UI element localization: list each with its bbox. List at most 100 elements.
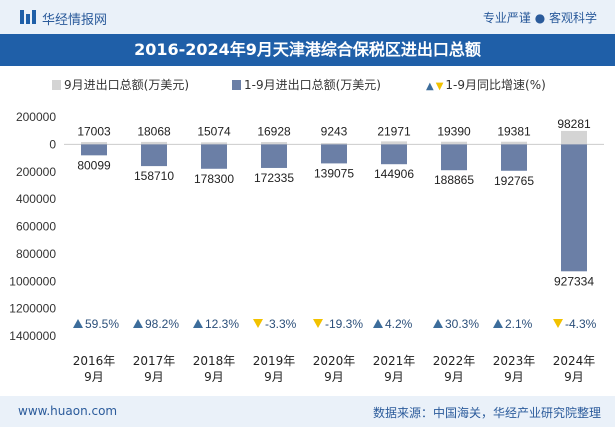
y-tick-label: 800000 [16, 247, 56, 261]
label-cumulative: 139075 [314, 166, 354, 180]
legend-label-monthly: 9月进出口总额(万美元) [64, 78, 189, 92]
bar-monthly [561, 130, 587, 145]
growth-up-triangle-icon [73, 319, 83, 328]
x-tick-label: 2020年 [313, 354, 356, 368]
label-cumulative: 188865 [434, 173, 474, 187]
label-cumulative: 172335 [254, 171, 294, 185]
label-cumulative: 80099 [77, 158, 111, 172]
growth-up-triangle-icon [133, 319, 143, 328]
x-tick-label: 9月 [444, 370, 464, 384]
bar-cumulative [561, 144, 587, 272]
label-monthly: 18068 [137, 124, 171, 138]
legend-item-monthly: 9月进出口总额(万美元) [52, 76, 189, 93]
x-tick-label: 2022年 [433, 354, 476, 368]
label-growth: 4.2% [385, 317, 413, 331]
footer-website: www.huaon.com [18, 404, 118, 418]
brand-name: 华经情报网 [42, 13, 108, 28]
x-tick-label: 9月 [84, 370, 104, 384]
bar-chart: 200000 0 200000 400000 600000 800000 1000000 12… [9, 110, 604, 384]
y-tick-label: 600000 [16, 220, 56, 234]
legend-item-growth: ▲ ▼ 1-9月同比增速(%) [426, 76, 546, 93]
x-tick-label: 2019年 [253, 354, 296, 368]
growth-down-triangle-icon [553, 319, 563, 328]
label-monthly: 19381 [497, 124, 531, 138]
x-tick-label: 9月 [204, 370, 224, 384]
label-growth: -4.3% [565, 317, 597, 331]
label-cumulative: 144906 [374, 167, 414, 181]
bar-monthly [261, 142, 287, 145]
x-tick-label: 9月 [564, 370, 584, 384]
label-growth: -3.3% [265, 317, 297, 331]
label-growth: 2.1% [505, 317, 533, 331]
x-tick-label: 2021年 [373, 354, 416, 368]
chart-title: 2016-2024年9月天津港综合保税区进出口总额 [134, 40, 481, 59]
legend-up-triangle-icon: ▲ [426, 81, 434, 92]
bar-cumulative [321, 144, 347, 164]
slogan: 专业严谨 ● 客观科学 [482, 11, 597, 25]
x-tick-label: 9月 [264, 370, 284, 384]
growth-up-triangle-icon [493, 319, 503, 328]
label-cumulative: 158710 [134, 169, 174, 183]
bar-cumulative [501, 144, 527, 171]
label-cumulative: 927334 [554, 274, 594, 288]
label-monthly: 21971 [377, 124, 411, 138]
label-growth: 59.5% [85, 317, 119, 331]
growth-up-triangle-icon [433, 319, 443, 328]
label-growth: -19.3% [325, 317, 363, 331]
label-cumulative: 192765 [494, 174, 534, 188]
label-monthly: 19390 [437, 124, 471, 138]
growth-up-triangle-icon [373, 319, 383, 328]
y-tick-label: 1400000 [9, 329, 56, 343]
legend-label-cumulative: 1-9月进出口总额(万美元) [244, 78, 381, 92]
x-tick-label: 2016年 [73, 354, 116, 368]
legend-swatch-cumulative [232, 80, 241, 90]
bar-monthly [441, 141, 467, 145]
label-monthly: 16928 [257, 124, 291, 138]
bar-cumulative [381, 144, 407, 165]
x-tick-label: 9月 [384, 370, 404, 384]
y-tick-label: 0 [49, 137, 56, 151]
bar-monthly [381, 141, 407, 145]
bar-cumulative [261, 144, 287, 168]
bar-monthly [81, 142, 107, 145]
bar-monthly [501, 141, 527, 145]
footer-source: 数据来源：中国海关，华经产业研究院整理 [372, 406, 601, 420]
label-monthly: 98281 [557, 117, 591, 131]
bar-cumulative [141, 144, 167, 167]
label-monthly: 15074 [197, 124, 231, 138]
bar-cumulative [201, 144, 227, 169]
growth-up-triangle-icon [193, 319, 203, 328]
y-tick-label: 200000 [16, 110, 56, 124]
legend-label-growth: 1-9月同比增速(%) [445, 78, 546, 92]
chart-legend: 9月进出口总额(万美元) 1-9月进出口总额(万美元) ▲ ▼ 1-9月同比增速(%… [0, 72, 615, 94]
legend-swatch-monthly [52, 80, 61, 90]
x-tick-label: 2023年 [493, 354, 536, 368]
y-tick-label: 1200000 [9, 302, 56, 316]
label-monthly: 9243 [321, 124, 348, 138]
bar-monthly [141, 141, 167, 145]
x-tick-label: 9月 [504, 370, 524, 384]
growth-down-triangle-icon [313, 319, 323, 328]
label-cumulative: 178300 [194, 172, 234, 186]
x-tick-label: 2018年 [193, 354, 236, 368]
y-tick-label: 400000 [16, 192, 56, 206]
bar-monthly [321, 143, 347, 145]
title-bar: 2016-2024年9月天津港综合保税区进出口总额 [0, 34, 615, 66]
brand-logo-icon [20, 10, 36, 24]
footer-bar: www.huaon.com 数据来源：中国海关，华经产业研究院整理 [0, 396, 615, 427]
x-tick-label: 9月 [144, 370, 164, 384]
bar-cumulative [81, 144, 107, 156]
x-tick-label: 2024年 [553, 354, 596, 368]
label-growth: 98.2% [145, 317, 179, 331]
y-tick-label: 1000000 [9, 274, 56, 288]
bar-monthly [201, 142, 227, 145]
x-tick-label: 2017年 [133, 354, 176, 368]
top-bar: 华经情报网 专业严谨 ● 客观科学 [0, 0, 615, 34]
bar-cumulative [441, 144, 467, 171]
legend-item-cumulative: 1-9月进出口总额(万美元) [232, 76, 381, 93]
label-monthly: 17003 [77, 124, 111, 138]
growth-down-triangle-icon [253, 319, 263, 328]
y-tick-label: 200000 [16, 165, 56, 179]
x-tick-label: 9月 [324, 370, 344, 384]
